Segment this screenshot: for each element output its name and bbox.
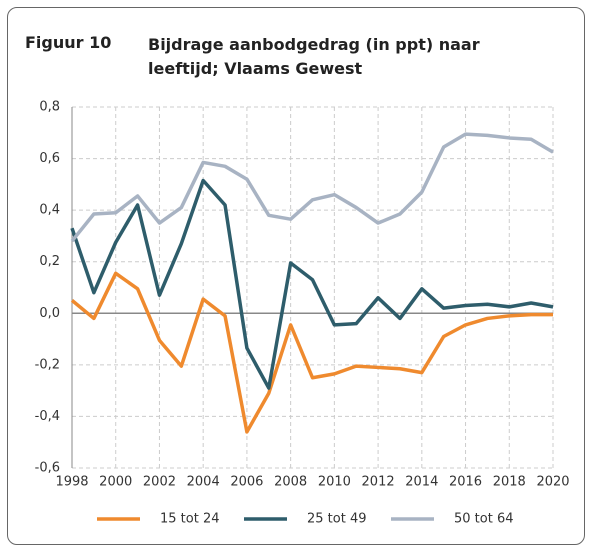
y-tick-label: 0,2 (39, 254, 60, 269)
frame (7, 7, 585, 545)
series-line (70, 132, 554, 243)
x-tick-label: 2006 (230, 475, 263, 490)
y-tick-label: 0,8 (39, 100, 60, 115)
x-tick-label: 2016 (449, 475, 482, 490)
x-tick-label: 2018 (493, 475, 526, 490)
x-tick-label: 2010 (318, 475, 351, 490)
x-tick-label: 2012 (362, 475, 395, 490)
chart-title: Bijdrage aanbodgedrag (in ppt) naar leef… (148, 35, 480, 78)
legend-label: 25 tot 49 (307, 512, 367, 527)
series-line (70, 271, 553, 434)
x-tick-label: 2002 (143, 475, 176, 490)
x-tick-label: 2020 (536, 475, 569, 490)
figure-label: Figuur 10 (25, 33, 112, 52)
legend-label: 15 tot 24 (160, 512, 220, 527)
y-tick-label: -0,4 (35, 409, 60, 424)
series-line (70, 178, 554, 390)
x-tick-label: 2008 (274, 475, 307, 490)
x-tick-label: 1998 (55, 475, 88, 490)
x-tick-label: 2014 (405, 475, 438, 490)
y-tick-label: -0,6 (35, 461, 60, 476)
legend-label: 50 tot 64 (454, 512, 514, 527)
x-tick-label: 2004 (187, 475, 220, 490)
y-tick-label: 0,6 (39, 151, 60, 166)
y-tick-label: -0,2 (35, 357, 60, 372)
y-tick-label: 0,4 (39, 203, 60, 218)
x-tick-label: 2000 (99, 475, 132, 490)
y-tick-label: 0,0 (39, 306, 60, 321)
